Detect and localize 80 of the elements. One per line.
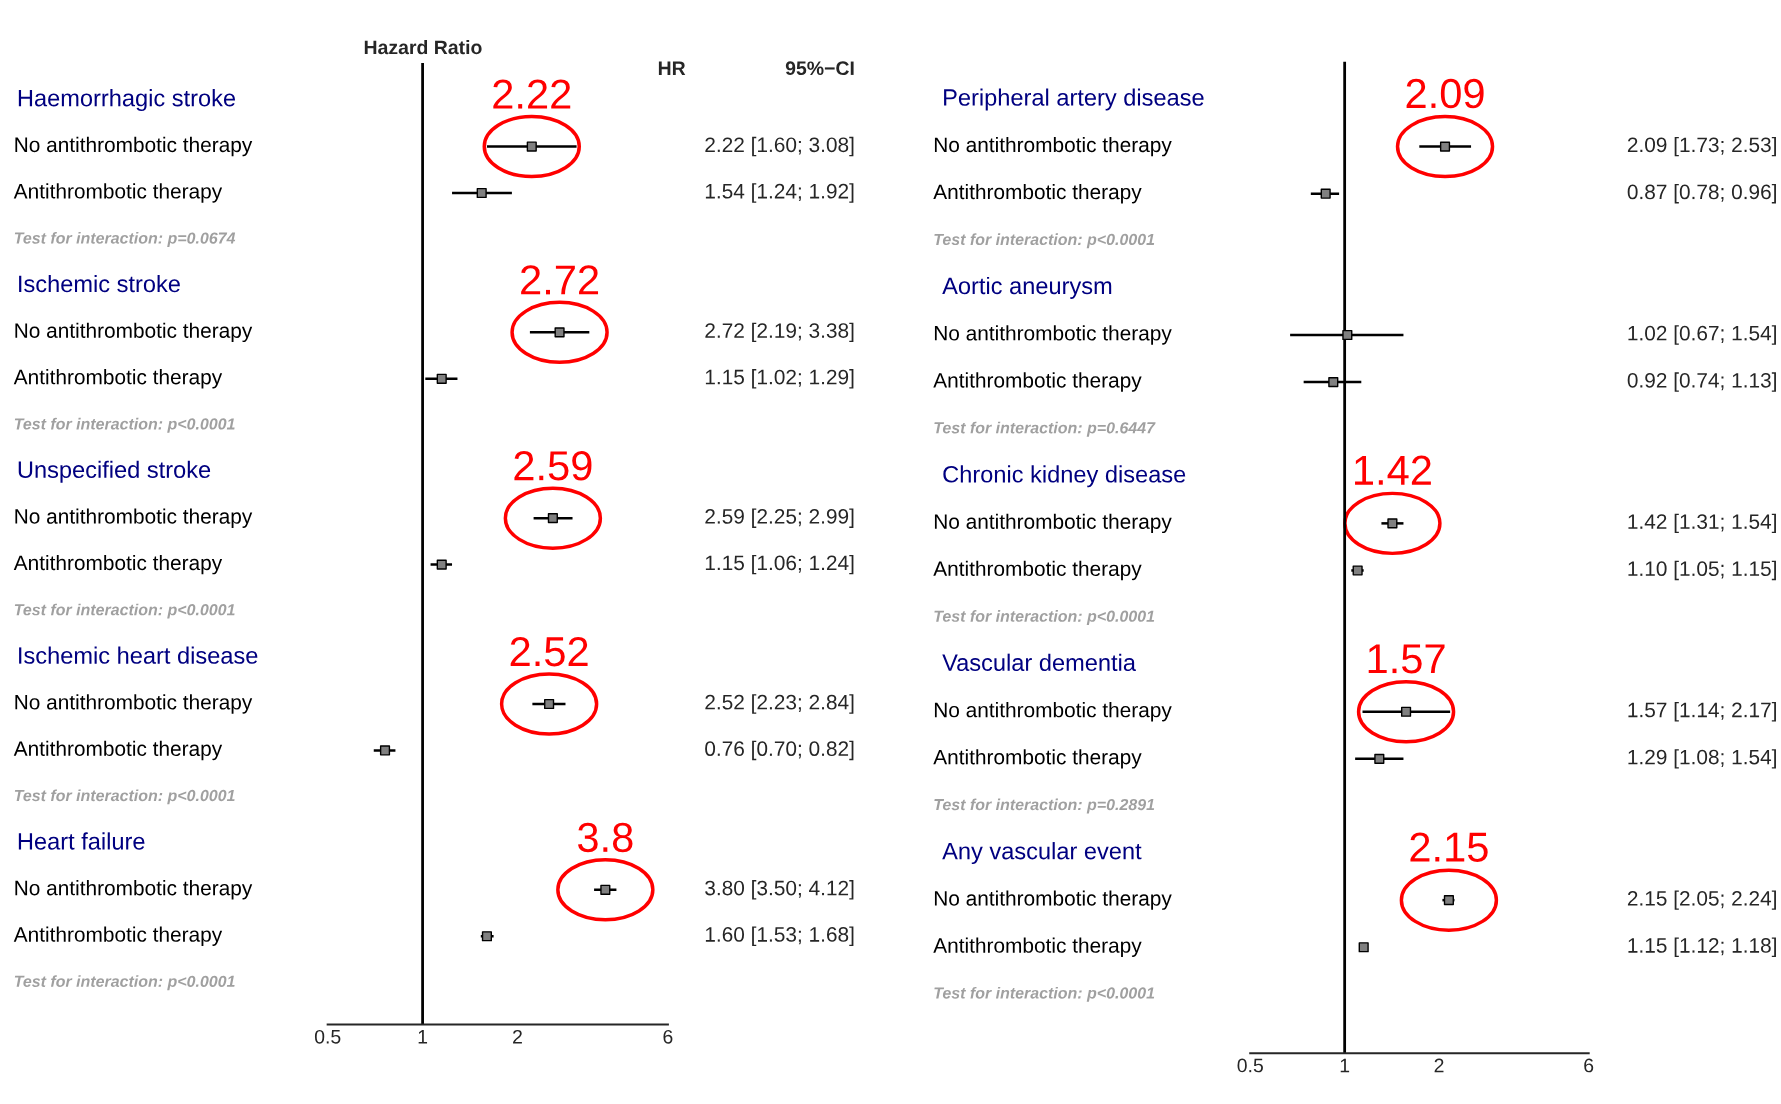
data-label: 2.22 [1.60; 3.08]	[705, 136, 854, 157]
category-label: Antithrombotic therapy	[933, 749, 1142, 769]
data-label: 0.87 [0.78; 0.96]	[1627, 183, 1776, 204]
data-label: 2.09 [1.73; 2.53]	[1627, 136, 1776, 157]
category-label: Antithrombotic therapy	[13, 554, 223, 575]
category-label: No antithrombotic therapy	[15, 322, 253, 343]
category-label: No antithrombotic therapy	[15, 694, 253, 714]
x-tick-label: 2	[1434, 1058, 1444, 1073]
category-label: Antithrombotic therapy	[13, 740, 223, 761]
data-label: 1.15 [1.12; 1.18]	[1628, 937, 1776, 957]
category-label: Antithrombotic therapy	[933, 560, 1142, 581]
category-label: No antithrombotic therapy	[15, 508, 253, 528]
category-label: Chronic kidney disease	[943, 465, 1186, 488]
category-label: Haemorrhagic stroke	[18, 89, 236, 112]
x-tick-label: 1	[418, 1030, 428, 1044]
annotation: 3.8	[577, 822, 633, 853]
data-label: 1.57 [1.14; 2.17]	[1628, 702, 1776, 722]
category-label: Antithrombotic therapy	[13, 926, 223, 946]
category-label: Test for interaction: p<0.0001	[14, 417, 235, 433]
category-label: No antithrombotic therapy	[934, 513, 1172, 534]
annotation: 1.57	[1368, 644, 1445, 674]
category-label: Antithrombotic therapy	[13, 369, 223, 389]
annotation: 1.42	[1355, 455, 1431, 485]
annotation: HR	[658, 61, 686, 75]
category-label: Test for interaction: p=0.2891	[934, 798, 1155, 814]
category-label: Test for interaction: p<0.0001	[934, 986, 1155, 1002]
x-tick-label: 0.5	[1237, 1058, 1263, 1073]
x-tick-label: 2	[513, 1029, 522, 1044]
x-tick-label: 1	[1340, 1058, 1350, 1073]
data-label: 1.54 [1.24; 1.92]	[705, 183, 854, 203]
chart-title: Hazard Ratio	[364, 39, 482, 55]
category-label: Test for interaction: p=0.6447	[934, 421, 1156, 437]
text: 95%−CI	[785, 61, 854, 76]
category-label: Antithrombotic therapy	[933, 183, 1142, 204]
data-label: 2.52 [2.23; 2.84]	[705, 694, 854, 714]
category-label: Test for interaction: p<0.0001	[934, 610, 1155, 626]
category-label: Antithrombotic therapy	[13, 183, 223, 203]
category-label: Test for interaction: p=0.0674	[14, 232, 236, 247]
category-label: No antithrombotic therapy	[934, 702, 1172, 722]
category-label: Ischemic stroke	[19, 274, 180, 293]
category-label: No antithrombotic therapy	[934, 136, 1172, 157]
data-label: 2.72 [2.19; 3.38]	[705, 322, 854, 343]
data-label: 1.02 [0.67; 1.54]	[1628, 325, 1776, 345]
category-label: Antithrombotic therapy	[933, 372, 1142, 392]
category-label: No antithrombotic therapy	[934, 325, 1172, 345]
category-label: Test for interaction: p<0.0001	[14, 789, 235, 805]
data-label: 2.59 [2.25; 2.99]	[705, 508, 854, 528]
category-label: Antithrombotic therapy	[933, 937, 1142, 957]
data-label: 1.29 [1.08; 1.54]	[1628, 749, 1776, 769]
category-label: Test for interaction: p<0.0001	[14, 603, 235, 619]
category-label: Vascular dementia	[942, 653, 1136, 671]
category-label: Test for interaction: p<0.0001	[14, 975, 235, 991]
category-label: Unspecified stroke	[18, 460, 211, 483]
category-label: Ischemic heart disease	[19, 646, 258, 664]
category-label: Heart failure	[18, 832, 145, 850]
data-label: 0.92 [0.74; 1.13]	[1627, 372, 1776, 392]
x-tick-label: 0.5	[314, 1029, 341, 1044]
data-label: 1.60 [1.53; 1.68]	[705, 926, 854, 946]
x-tick-label: 6	[1584, 1058, 1594, 1073]
category-label: Any vascular event	[942, 842, 1142, 865]
category-label: Aortic aneurysm	[942, 276, 1112, 299]
data-label: 1.10 [1.05; 1.15]	[1628, 560, 1776, 581]
data-label: 3.80 [3.50; 4.12]	[705, 880, 854, 900]
data-label: 1.15 [1.02; 1.29]	[705, 369, 854, 389]
annotation: 2.09	[1406, 78, 1484, 109]
data-label: 2.15 [2.05; 2.24]	[1627, 890, 1776, 910]
data-label: 0.76 [0.70; 0.82]	[705, 740, 854, 761]
annotation: 2.72	[521, 265, 599, 295]
annotation: 2.15	[1410, 832, 1488, 862]
category-label: Test for interaction: p<0.0001	[934, 233, 1155, 249]
annotation: 2.52	[510, 636, 588, 667]
category-label: Peripheral artery disease	[944, 88, 1204, 111]
annotation: 2.59	[514, 451, 592, 481]
annotation: 2.22	[493, 79, 571, 109]
data-label: 1.15 [1.06; 1.24]	[705, 554, 854, 575]
category-label: No antithrombotic therapy	[934, 890, 1172, 910]
data-label: 1.42 [1.31; 1.54]	[1628, 513, 1776, 534]
x-tick-label: 6	[663, 1029, 673, 1044]
category-label: No antithrombotic therapy	[15, 880, 253, 900]
category-label: No antithrombotic therapy	[15, 136, 253, 157]
